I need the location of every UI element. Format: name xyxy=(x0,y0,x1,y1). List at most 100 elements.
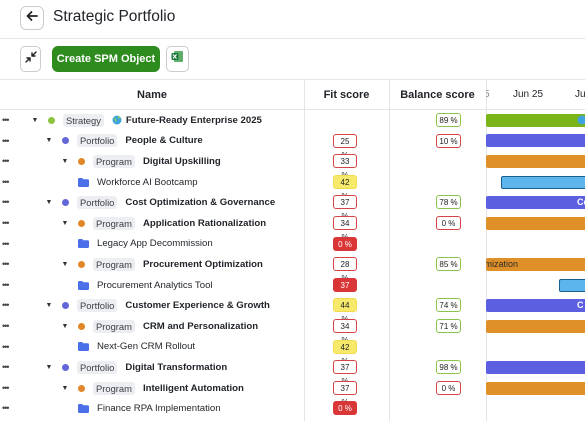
row-name[interactable]: Future-Ready Enterprise 2025 xyxy=(125,114,262,126)
gantt-bar[interactable] xyxy=(486,319,585,333)
table-row[interactable]: ••• ▼ Program Procurement Optimization 28 % 8… xyxy=(0,254,585,283)
create-spm-object-button[interactable]: Create SPM Object xyxy=(52,46,160,72)
gantt-bar-label: timization xyxy=(486,259,519,269)
row-menu-icon[interactable]: ••• xyxy=(2,238,10,249)
row-name[interactable]: Legacy App Decommission xyxy=(97,238,213,250)
row-menu-icon[interactable]: ••• xyxy=(2,403,10,414)
gantt-bar[interactable] xyxy=(486,113,585,127)
gantt-bar[interactable] xyxy=(559,278,585,292)
column-header-fit-score[interactable]: Fit score xyxy=(323,89,370,101)
portfolio-dot-icon xyxy=(62,199,69,207)
portfolio-dot-icon xyxy=(62,302,69,310)
chevron-down-icon[interactable]: ▼ xyxy=(31,116,39,124)
table-row[interactable]: ••• ▼ Strategy Future-Ready Enterprise 2025… xyxy=(0,110,585,131)
export-excel-button[interactable] xyxy=(166,46,189,72)
gantt-bar[interactable] xyxy=(486,216,585,230)
folder-icon xyxy=(78,177,89,187)
table-row[interactable]: ••• ▼ Program CRM and Personalization 34 % 71… xyxy=(0,316,585,345)
row-menu-icon[interactable]: ••• xyxy=(2,197,10,208)
gantt-bar[interactable] xyxy=(486,361,585,374)
chevron-down-icon[interactable]: ▼ xyxy=(61,260,69,268)
row-menu-icon[interactable]: ••• xyxy=(2,321,10,331)
balance-score-badge: 85 % xyxy=(436,257,461,272)
table-row[interactable]: ••• Finance RPA Implementation 0 % xyxy=(0,398,585,419)
row-name[interactable]: Cost Optimization & Governance xyxy=(125,197,276,209)
balance-score-badge: 74 % xyxy=(436,298,461,313)
chevron-down-icon[interactable]: ▼ xyxy=(61,322,69,330)
table-row[interactable]: ••• ▼ Program Digital Upskilling 33 % xyxy=(0,151,585,180)
row-menu-icon[interactable]: ••• xyxy=(2,300,10,311)
row-menu-icon[interactable]: ••• xyxy=(2,362,10,373)
table-row[interactable]: ••• ▼ Program Application Rationalization 34… xyxy=(0,213,585,242)
fit-score-badge: 33 % xyxy=(333,154,357,180)
row-name-cell: ▼ Strategy Future-Ready Enterprise 2025 xyxy=(30,110,262,131)
row-menu-icon[interactable]: ••• xyxy=(2,279,10,290)
row-name[interactable]: Procurement Optimization xyxy=(142,258,263,270)
table-row[interactable]: ••• ▼ Program Intelligent Automation 37 % 0 % xyxy=(0,378,585,407)
row-menu-icon[interactable]: ••• xyxy=(2,382,10,393)
row-name[interactable]: Workforce AI Bootcamp xyxy=(97,176,198,188)
type-badge: Portfolio xyxy=(77,299,118,313)
program-dot-icon xyxy=(78,322,85,330)
row-name[interactable]: Next-Gen CRM Rollout xyxy=(97,341,196,353)
type-badge: Program xyxy=(93,216,135,230)
fit-score-badge: 37 % xyxy=(333,380,357,407)
collapse-arrows-icon xyxy=(24,50,37,68)
row-name-cell: ▼ Portfolio Digital Transformation xyxy=(44,357,227,378)
page-title: Strategic Portfolio xyxy=(53,8,176,25)
row-menu-icon[interactable]: ••• xyxy=(2,176,10,187)
row-name[interactable]: Digital Upskilling xyxy=(142,155,221,167)
gantt-bar[interactable] xyxy=(486,381,585,395)
row-name[interactable]: Digital Transformation xyxy=(125,361,228,373)
row-menu-icon[interactable]: ••• xyxy=(2,135,10,146)
folder-icon xyxy=(78,239,89,249)
collapse-button[interactable] xyxy=(20,46,41,72)
chevron-down-icon[interactable]: ▼ xyxy=(45,302,53,310)
column-divider xyxy=(304,80,305,421)
gantt-bar[interactable] xyxy=(486,155,585,168)
type-badge: Program xyxy=(93,319,135,333)
row-menu-icon[interactable]: ••• xyxy=(2,156,10,167)
table-row[interactable]: ••• ▼ Portfolio Digital Transformation 37 % 9… xyxy=(0,357,585,386)
row-name[interactable]: Customer Experience & Growth xyxy=(125,300,270,312)
row-name[interactable]: Application Rationalization xyxy=(142,217,267,229)
row-name[interactable]: People & Culture xyxy=(125,135,203,147)
excel-icon xyxy=(171,50,184,68)
chevron-down-icon[interactable]: ▼ xyxy=(45,363,53,371)
gantt-bar[interactable] xyxy=(486,196,585,210)
row-name[interactable]: Finance RPA Implementation xyxy=(97,403,221,415)
gantt-bar[interactable] xyxy=(486,134,585,148)
program-dot-icon xyxy=(78,384,85,392)
row-name[interactable]: Intelligent Automation xyxy=(142,382,244,394)
row-name-cell: ▼ Program Intelligent Automation xyxy=(60,378,244,399)
table-row[interactable]: ••• ▼ Portfolio Cost Optimization & Governa… xyxy=(0,192,585,221)
row-name-cell: Finance RPA Implementation xyxy=(78,398,221,419)
gantt-bar[interactable] xyxy=(486,258,585,271)
row-menu-icon[interactable]: ••• xyxy=(2,115,10,125)
table-row[interactable]: ••• Legacy App Decommission 0 % xyxy=(0,234,585,255)
timeline-partial-label: 5 xyxy=(486,89,490,100)
column-header-balance-score[interactable]: Balance score xyxy=(400,89,475,101)
gantt-bar-label: Co xyxy=(577,197,585,208)
row-name[interactable]: CRM and Personalization xyxy=(142,320,259,332)
row-name[interactable]: Procurement Analytics Tool xyxy=(97,279,213,291)
chevron-down-icon[interactable]: ▼ xyxy=(61,384,69,392)
column-header-name[interactable]: Name xyxy=(137,89,167,101)
gantt-bar[interactable] xyxy=(486,299,585,313)
balance-score-badge: 78 % xyxy=(436,195,461,210)
page-header: Strategic Portfolio xyxy=(0,0,585,38)
row-menu-icon[interactable]: ••• xyxy=(2,341,10,352)
chevron-down-icon[interactable]: ▼ xyxy=(45,137,53,145)
row-name-cell: ▼ Program Procurement Optimization xyxy=(60,254,263,275)
row-menu-icon[interactable]: ••• xyxy=(2,218,10,228)
table-row[interactable]: ••• Procurement Analytics Tool 37 % xyxy=(0,275,585,304)
back-button[interactable] xyxy=(20,6,44,30)
gantt-bar[interactable] xyxy=(501,175,585,189)
row-name-cell: ▼ Program Application Rationalization xyxy=(60,213,266,234)
balance-score-badge: 10 % xyxy=(436,133,461,148)
fit-score-badge: 0 % xyxy=(333,401,357,416)
chevron-down-icon[interactable]: ▼ xyxy=(61,157,69,165)
chevron-down-icon[interactable]: ▼ xyxy=(45,199,53,207)
row-menu-icon[interactable]: ••• xyxy=(2,259,10,270)
chevron-down-icon[interactable]: ▼ xyxy=(61,219,69,227)
